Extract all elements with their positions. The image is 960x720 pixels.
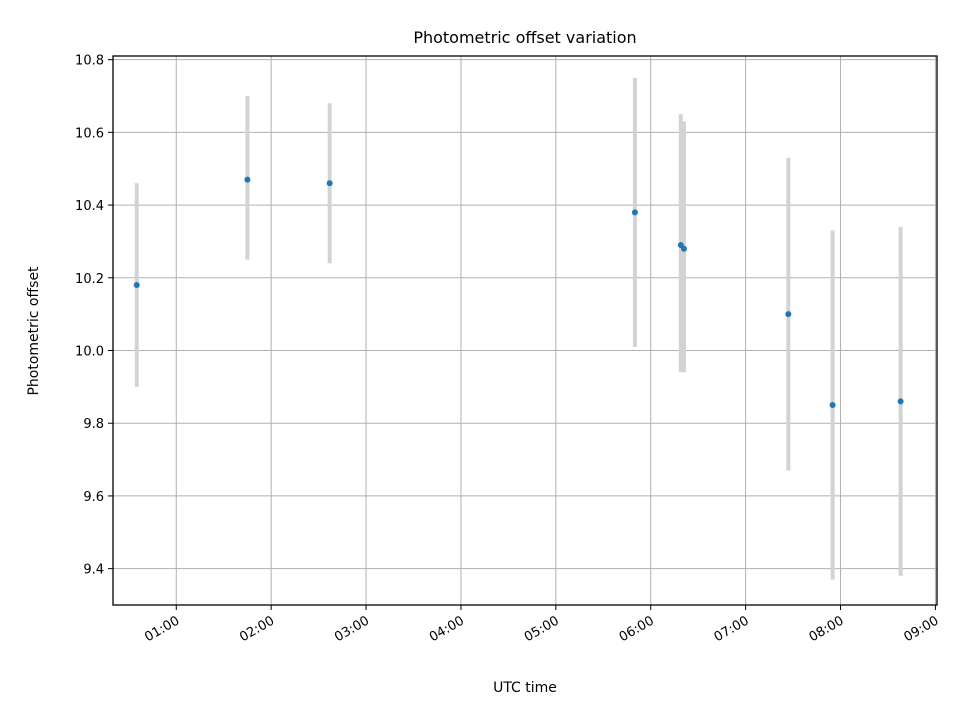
x-tick-label: 06:00 bbox=[617, 613, 657, 645]
y-tick-label: 9.6 bbox=[83, 490, 104, 505]
x-tick-label: 09:00 bbox=[901, 613, 941, 645]
x-tick-label: 07:00 bbox=[712, 613, 752, 645]
data-point bbox=[785, 311, 792, 318]
x-axis: 01:00 02:00 03:00 04:00 05:00 06:00 07:00 08:00… bbox=[142, 605, 941, 645]
y-tick-label: 10.6 bbox=[75, 126, 104, 141]
x-tick-label: 01:00 bbox=[142, 613, 182, 645]
y-axis: 9.4 9.6 9.8 10.0 10.2 10.4 10.6 10.8 bbox=[75, 54, 113, 578]
x-tick-label: 08:00 bbox=[807, 613, 847, 645]
x-tick-label: 03:00 bbox=[332, 613, 372, 645]
data-point bbox=[244, 176, 251, 183]
data-point bbox=[326, 180, 333, 187]
x-tick-label: 02:00 bbox=[237, 613, 277, 645]
plot-frame bbox=[112, 55, 938, 606]
data-point bbox=[133, 282, 140, 289]
data-points bbox=[133, 176, 904, 409]
y-tick-label: 10.2 bbox=[75, 272, 104, 287]
y-tick-label: 9.4 bbox=[83, 563, 104, 578]
data-point bbox=[829, 402, 836, 409]
chart-title: Photometric offset variation bbox=[413, 28, 636, 47]
y-axis-label: Photometric offset bbox=[26, 266, 42, 396]
error-bars bbox=[134, 77, 903, 580]
y-tick-label: 10.4 bbox=[75, 199, 104, 214]
x-tick-label: 05:00 bbox=[522, 613, 562, 645]
grid bbox=[113, 56, 937, 605]
y-tick-label: 9.8 bbox=[83, 417, 104, 432]
x-tick-label: 04:00 bbox=[427, 613, 467, 645]
data-point bbox=[897, 398, 904, 405]
data-point bbox=[680, 245, 687, 252]
y-tick-label: 10.8 bbox=[75, 54, 104, 69]
data-point bbox=[631, 209, 638, 216]
x-axis-label: UTC time bbox=[493, 680, 557, 696]
y-tick-label: 10.0 bbox=[75, 344, 104, 359]
